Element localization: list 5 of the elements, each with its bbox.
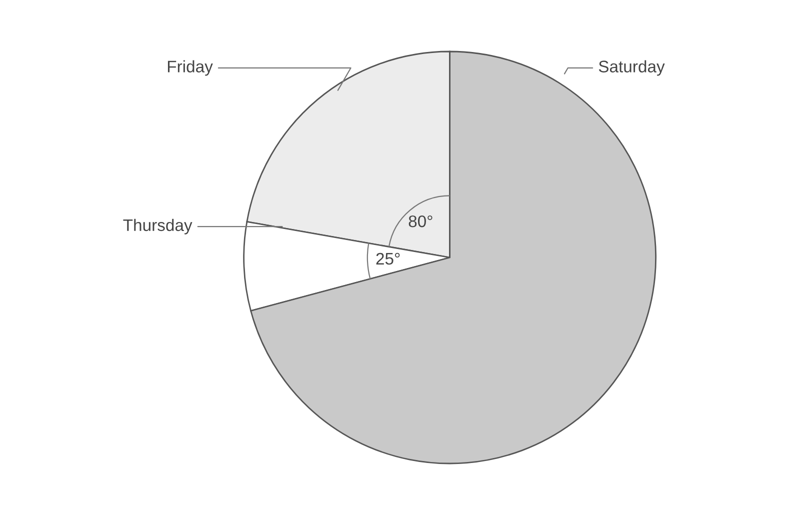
slice-label: Thursday	[123, 218, 192, 234]
slice-label: Saturday	[598, 60, 665, 76]
slice-label: Friday	[168, 60, 213, 76]
data-label: 80°	[408, 215, 432, 228]
data-label: 25°	[376, 252, 400, 265]
